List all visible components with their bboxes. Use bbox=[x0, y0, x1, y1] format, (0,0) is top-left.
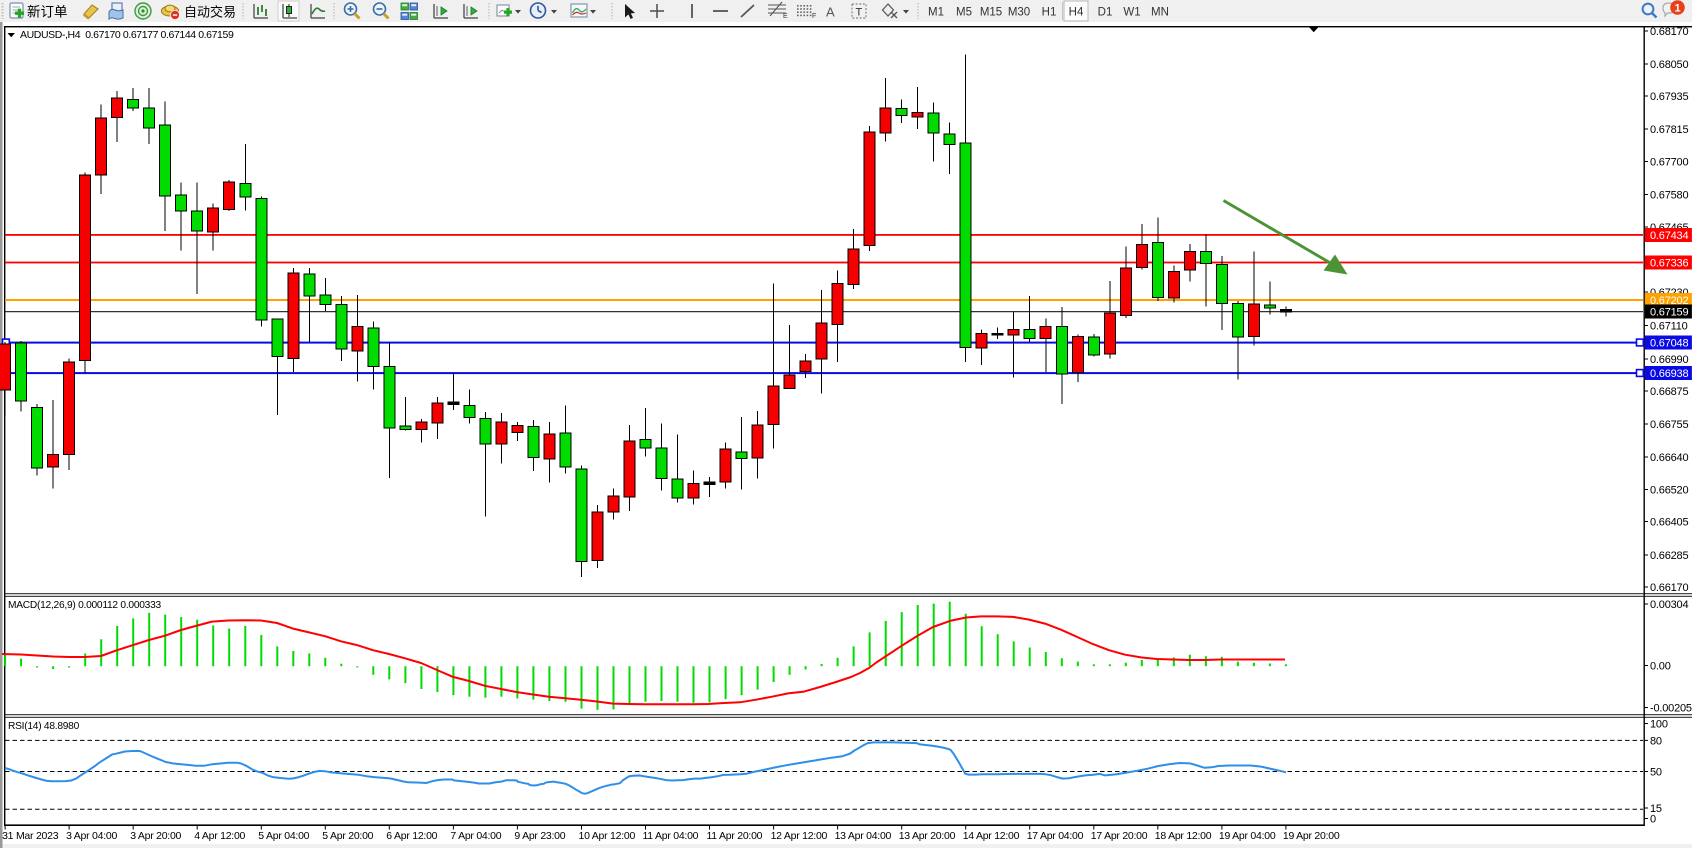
svg-text:新订单: 新订单 bbox=[27, 5, 68, 20]
svg-text:AUDUSD-,H4 0.67170 0.67177 0.: AUDUSD-,H4 0.67170 0.67177 0.67144 0.671… bbox=[20, 29, 234, 41]
svg-text:5 Apr 04:00: 5 Apr 04:00 bbox=[258, 830, 309, 842]
svg-text:18 Apr 12:00: 18 Apr 12:00 bbox=[1155, 830, 1212, 842]
svg-text:M15: M15 bbox=[980, 7, 1002, 19]
svg-text:6 Apr 12:00: 6 Apr 12:00 bbox=[386, 830, 437, 842]
svg-text:0.67110: 0.67110 bbox=[1650, 321, 1688, 333]
svg-text:11 Apr 20:00: 11 Apr 20:00 bbox=[707, 830, 763, 842]
svg-text:0.66990: 0.66990 bbox=[1650, 354, 1688, 366]
svg-text:0.67048: 0.67048 bbox=[1650, 338, 1688, 350]
svg-text:13 Apr 20:00: 13 Apr 20:00 bbox=[899, 830, 956, 842]
svg-text:3 Apr 20:00: 3 Apr 20:00 bbox=[130, 830, 181, 842]
svg-text:M1: M1 bbox=[928, 7, 944, 19]
svg-text:0.68170: 0.68170 bbox=[1650, 26, 1688, 38]
svg-text:0.66405: 0.66405 bbox=[1650, 517, 1688, 529]
svg-text:12 Apr 12:00: 12 Apr 12:00 bbox=[771, 830, 828, 842]
svg-text:31 Mar 2023: 31 Mar 2023 bbox=[2, 830, 59, 842]
svg-text:19 Apr 20:00: 19 Apr 20:00 bbox=[1283, 830, 1340, 842]
svg-text:4 Apr 12:00: 4 Apr 12:00 bbox=[194, 830, 245, 842]
svg-text:-0.00205: -0.00205 bbox=[1650, 703, 1692, 715]
svg-text:0.67159: 0.67159 bbox=[1650, 307, 1688, 319]
svg-text:50: 50 bbox=[1650, 767, 1662, 779]
svg-text:0.66938: 0.66938 bbox=[1650, 368, 1688, 380]
svg-text:0.67580: 0.67580 bbox=[1650, 190, 1688, 202]
svg-text:W1: W1 bbox=[1123, 7, 1140, 19]
svg-text:11 Apr 04:00: 11 Apr 04:00 bbox=[643, 830, 699, 842]
svg-text:0.68050: 0.68050 bbox=[1650, 59, 1688, 71]
svg-text:A: A bbox=[826, 5, 835, 20]
svg-text:0: 0 bbox=[1650, 814, 1656, 826]
svg-text:0.66285: 0.66285 bbox=[1650, 550, 1688, 562]
svg-text:H4: H4 bbox=[1069, 7, 1084, 19]
svg-text:0.67434: 0.67434 bbox=[1650, 230, 1688, 242]
svg-text:0.67815: 0.67815 bbox=[1650, 124, 1688, 136]
svg-text:14 Apr 12:00: 14 Apr 12:00 bbox=[963, 830, 1020, 842]
svg-text:1: 1 bbox=[1674, 3, 1680, 15]
svg-text:0.67935: 0.67935 bbox=[1650, 91, 1688, 103]
svg-text:80: 80 bbox=[1650, 735, 1662, 747]
svg-text:F: F bbox=[812, 13, 816, 20]
svg-text:19 Apr 04:00: 19 Apr 04:00 bbox=[1219, 830, 1276, 842]
svg-text:H1: H1 bbox=[1042, 7, 1057, 19]
svg-text:10 Apr 12:00: 10 Apr 12:00 bbox=[579, 830, 636, 842]
svg-text:9 Apr 23:00: 9 Apr 23:00 bbox=[514, 830, 565, 842]
svg-text:MN: MN bbox=[1151, 7, 1169, 19]
svg-text:MACD(12,26,9) 0.000112 0.00033: MACD(12,26,9) 0.000112 0.000333 bbox=[8, 600, 161, 611]
svg-text:0.66875: 0.66875 bbox=[1650, 386, 1688, 398]
svg-text:0.66755: 0.66755 bbox=[1650, 419, 1688, 431]
svg-text:0.66640: 0.66640 bbox=[1650, 452, 1688, 464]
svg-text:13 Apr 04:00: 13 Apr 04:00 bbox=[835, 830, 892, 842]
svg-text:0.67700: 0.67700 bbox=[1650, 157, 1688, 169]
svg-text:RSI(14) 48.8980: RSI(14) 48.8980 bbox=[8, 721, 80, 732]
svg-text:M5: M5 bbox=[956, 7, 972, 19]
svg-text:E: E bbox=[783, 13, 788, 20]
svg-text:0.66170: 0.66170 bbox=[1650, 582, 1688, 594]
svg-text:0.67336: 0.67336 bbox=[1650, 258, 1688, 270]
svg-text:0.66520: 0.66520 bbox=[1650, 485, 1688, 497]
svg-text:0.00: 0.00 bbox=[1650, 661, 1671, 673]
svg-text:5 Apr 20:00: 5 Apr 20:00 bbox=[322, 830, 373, 842]
svg-text:3 Apr 04:00: 3 Apr 04:00 bbox=[66, 830, 117, 842]
svg-text:15: 15 bbox=[1650, 803, 1662, 815]
svg-text:17 Apr 04:00: 17 Apr 04:00 bbox=[1027, 830, 1084, 842]
svg-text:100: 100 bbox=[1650, 719, 1668, 731]
svg-text:0.67202: 0.67202 bbox=[1650, 295, 1688, 307]
svg-text:0.00304: 0.00304 bbox=[1650, 599, 1688, 611]
svg-text:17 Apr 20:00: 17 Apr 20:00 bbox=[1091, 830, 1148, 842]
svg-text:M30: M30 bbox=[1008, 7, 1030, 19]
svg-text:T: T bbox=[856, 7, 863, 19]
svg-text:7 Apr 04:00: 7 Apr 04:00 bbox=[450, 830, 501, 842]
svg-text:D1: D1 bbox=[1098, 7, 1113, 19]
svg-text:自动交易: 自动交易 bbox=[184, 5, 236, 20]
